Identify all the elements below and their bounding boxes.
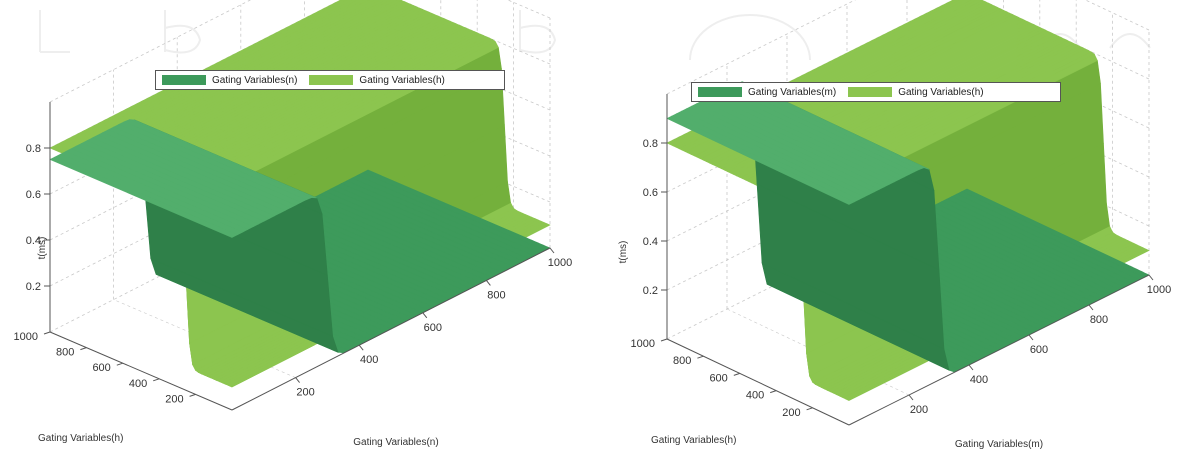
y-tick [153, 378, 160, 382]
x-tick [1088, 304, 1094, 311]
x-axis-title: Gating Variables(m) [955, 439, 1043, 450]
y-axis-line [49, 331, 233, 411]
x-tick-label: 400 [970, 374, 988, 386]
legend-swatch [309, 75, 354, 85]
axes: 200 400 600 800 1000 1000 800 600 400 200 0.8 0.6 0.… [631, 94, 1171, 426]
z-axis-title: t(ms) [37, 237, 48, 260]
chart-panel-left: 200 400 600 800 1000 1000 800 600 400 200 0.8 0.6 0.… [0, 0, 591, 456]
x-tick-label: 800 [1090, 314, 1108, 326]
x-tick [1028, 334, 1034, 341]
y-tick-label: 400 [746, 390, 764, 402]
z-tick-label: 0.2 [643, 285, 658, 297]
x-tick [908, 394, 914, 401]
surface-chart-svg: 200 400 600 800 1000 1000 800 600 400 200 0.8 0.6 0.… [14, 0, 572, 448]
y-tick [697, 355, 704, 359]
y-tick [189, 393, 196, 397]
legend-swatch [162, 75, 206, 85]
series-surface-n [49, 119, 551, 354]
z-tick-label: 0.4 [643, 236, 658, 248]
y-tick-label: 1000 [631, 338, 655, 350]
legend-swatch [698, 87, 742, 97]
chart-legend: Gating Variables(m) Gating Variables(h) [691, 82, 1061, 102]
z-tick-label: 0.8 [643, 138, 658, 150]
x-tick-label: 800 [487, 289, 505, 301]
chart-panel-right: 200 400 600 800 1000 1000 800 600 400 200 0.8 0.6 0.… [591, 0, 1182, 456]
y-tick [660, 338, 668, 342]
z-tick-label: 0.6 [26, 189, 41, 201]
x-tick-label: 600 [1030, 344, 1048, 356]
grid-line [666, 41, 968, 193]
grid-line [666, 90, 968, 242]
surface-patch-n [666, 115, 855, 205]
legend-item: Gating Variables(n) [162, 75, 297, 86]
y-tick [770, 390, 777, 394]
surface-patch-n [49, 156, 239, 238]
x-tick [486, 280, 491, 286]
y-axis-line [666, 338, 850, 426]
chart-legend: Gating Variables(n) Gating Variables(h) [155, 70, 505, 90]
legend-label: Gating Variables(h) [898, 86, 984, 98]
y-tick-label: 1000 [14, 331, 38, 343]
y-tick-label: 600 [92, 362, 110, 374]
legend-label: Gating Variables(n) [212, 74, 298, 86]
x-tick [422, 312, 428, 319]
x-tick [549, 247, 555, 254]
x-tick-label: 1000 [548, 257, 572, 269]
x-tick [295, 377, 300, 383]
z-tick-label: 0.4 [26, 235, 41, 247]
x-tick-label: 200 [296, 387, 314, 399]
y-axis-title: Gating Variables(h) [38, 433, 123, 444]
legend-item: Gating Variables(h) [309, 74, 445, 86]
y-tick-label: 800 [673, 355, 691, 367]
z-tick-label: 0.2 [26, 281, 41, 293]
z-axis-title: t(ms) [618, 241, 629, 264]
y-tick-label: 400 [129, 378, 147, 390]
y-tick [806, 407, 813, 411]
z-tick-label: 0.6 [643, 187, 658, 199]
legend-swatch [848, 87, 893, 97]
axes: 200 400 600 800 1000 1000 800 600 400 200 0.8 0.6 0.… [14, 102, 572, 411]
x-axis-title: Gating Variables(n) [353, 437, 438, 448]
z-tick-label: 0.8 [26, 143, 41, 155]
y-tick-label: 200 [165, 393, 183, 405]
x-tick [968, 364, 974, 371]
y-tick [80, 347, 87, 351]
x-axis-line [848, 274, 1150, 426]
y-tick [43, 331, 51, 335]
x-axis-line [231, 247, 551, 411]
y-axis-title: Gating Variables(h) [651, 435, 736, 446]
y-tick-label: 600 [709, 372, 727, 384]
surface-chart-svg: 200 400 600 800 1000 1000 800 600 400 200 0.8 0.6 0.… [618, 0, 1171, 450]
x-tick-label: 1000 [1147, 284, 1171, 296]
grid-line [666, 188, 968, 340]
grid-line [666, 0, 856, 95]
series-surface-n [666, 81, 1150, 373]
x-tick [358, 344, 364, 351]
x-tick-label: 200 [910, 404, 928, 416]
legend-label: Gating Variables(h) [359, 74, 445, 86]
x-tick-label: 600 [424, 322, 442, 334]
y-tick [116, 362, 123, 366]
x-tick-label: 400 [360, 354, 378, 366]
x-tick [1148, 274, 1154, 281]
grid-line [666, 139, 968, 291]
y-tick [733, 372, 740, 376]
legend-item: Gating Variables(m) [698, 87, 836, 98]
legend-item: Gating Variables(h) [848, 86, 984, 98]
legend-label: Gating Variables(m) [748, 86, 837, 98]
y-tick-label: 200 [782, 407, 800, 419]
y-tick-label: 800 [56, 347, 74, 359]
